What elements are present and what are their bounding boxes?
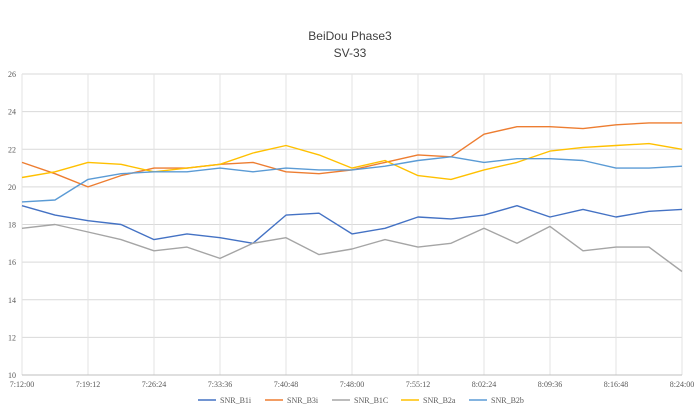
x-tick-label: 7:33:36 [208,380,232,389]
x-tick-label: 7:26:24 [142,380,166,389]
x-tick-label: 7:12:00 [10,380,34,389]
y-tick-label: 10 [8,371,16,380]
x-tick-label: 7:55:12 [406,380,430,389]
series-line-snr-b1c [21,223,683,273]
legend-label: SNR_B2a [423,396,456,405]
x-tick-label: 8:24:00 [670,380,694,389]
series-line-snr-b1i [21,204,683,245]
legend-label: SNR_B1C [354,396,388,405]
x-tick-label: 7:48:00 [340,380,364,389]
y-tick-label: 20 [8,183,16,192]
y-tick-label: 22 [8,145,16,154]
y-tick-label: 14 [8,296,16,305]
y-tick-label: 18 [8,221,16,230]
series-line-snr-b2b [21,156,683,203]
y-tick-label: 16 [8,258,16,267]
legend-label: SNR_B2b [491,396,524,405]
legend-label: SNR_B3i [287,396,319,405]
x-tick-label: 7:19:12 [76,380,100,389]
x-tick-label: 8:16:48 [604,380,628,389]
x-tick-label: 8:02:24 [472,380,496,389]
x-tick-label: 8:09:36 [538,380,562,389]
y-tick-label: 26 [8,70,16,79]
chart-title: BeiDou Phase3 [308,29,392,43]
series-line-snr-b2a [21,142,683,181]
x-tick-label: 7:40:48 [274,380,298,389]
y-tick-label: 24 [8,108,16,117]
legend-label: SNR_B1i [220,396,252,405]
y-tick-label: 12 [8,333,16,342]
chart-subtitle: SV-33 [334,46,367,60]
